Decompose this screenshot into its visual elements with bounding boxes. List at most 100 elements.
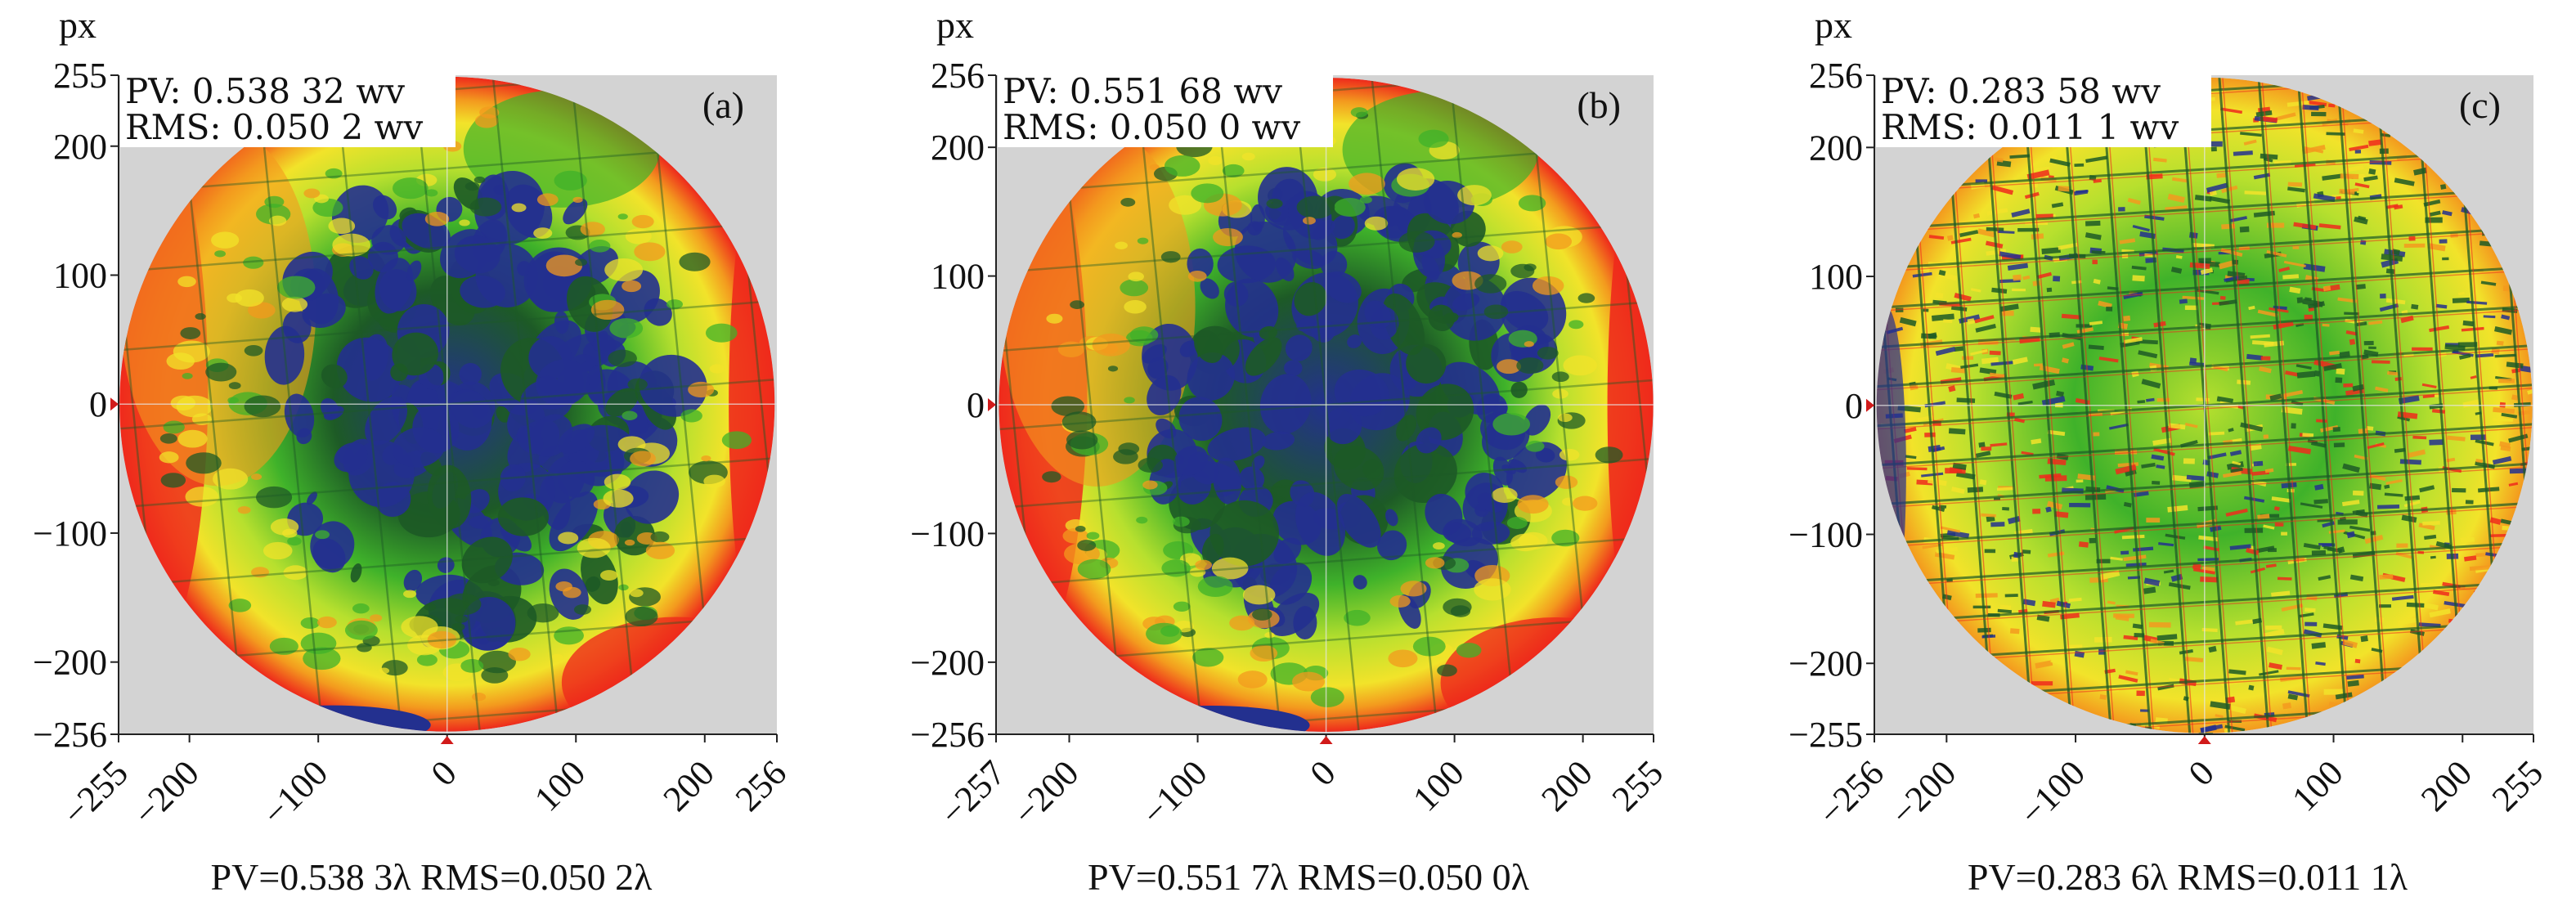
texture-streak (2165, 205, 2188, 211)
y-tick-label: −256 (910, 715, 985, 755)
speckle (1191, 183, 1224, 204)
speckle (352, 603, 370, 614)
texture-streak (1981, 357, 1999, 365)
speckle (630, 451, 656, 467)
texture-streak (2255, 110, 2273, 118)
texture-streak (2259, 366, 2272, 374)
texture-streak (2013, 392, 2025, 401)
speckle (159, 433, 177, 444)
speckle (1213, 227, 1243, 247)
texture-streak (2394, 447, 2406, 453)
speckle (315, 530, 330, 540)
texture-streak (2323, 688, 2344, 695)
texture-streak (2032, 379, 2056, 390)
speckle (244, 345, 263, 357)
texture-streak (2269, 393, 2282, 401)
texture-streak (2345, 330, 2358, 336)
texture-streak (2093, 278, 2101, 285)
blob (392, 427, 446, 468)
texture-streak (1906, 467, 1928, 471)
texture-streak (2489, 533, 2511, 537)
texture-streak (1984, 549, 1996, 554)
speckle (1237, 671, 1268, 688)
blob (1194, 330, 1223, 364)
blob (1251, 455, 1265, 470)
texture-streak (2163, 569, 2174, 574)
speckle (1568, 320, 1584, 330)
speckle (1492, 413, 1531, 436)
speckle (1070, 300, 1084, 309)
texture-streak (2093, 432, 2100, 437)
texture-streak (2380, 294, 2386, 298)
texture-streak (2219, 299, 2237, 306)
texture-streak (1932, 505, 1945, 513)
texture-streak (2076, 479, 2084, 483)
texture-streak (2152, 480, 2161, 485)
texture-streak (2435, 303, 2448, 309)
blob (1382, 293, 1425, 356)
texture-streak (2424, 534, 2437, 540)
texture-streak (2036, 614, 2050, 622)
y-tick-label: 256 (931, 56, 985, 96)
texture-streak (2457, 342, 2478, 348)
texture-streak (2183, 458, 2195, 464)
texture-streak (2251, 470, 2269, 476)
texture-streak (2354, 216, 2368, 225)
texture-streak (2246, 353, 2263, 361)
texture-streak (2341, 500, 2360, 507)
texture-streak (1959, 230, 1979, 238)
y-tick-label: 100 (1809, 257, 1863, 297)
blob (1201, 533, 1224, 565)
blob (517, 261, 532, 276)
texture-streak (2452, 487, 2466, 493)
texture-streak (2074, 163, 2085, 168)
texture-streak (2269, 662, 2282, 670)
speckle (554, 626, 584, 645)
speckle (1313, 167, 1337, 182)
texture-streak (2002, 506, 2009, 511)
texture-streak (2342, 639, 2358, 648)
texture-streak (1975, 323, 1996, 333)
speckle (1457, 185, 1492, 206)
texture-streak (2367, 442, 2385, 450)
texture-streak (2208, 645, 2217, 653)
texture-streak (2189, 357, 2197, 364)
blob (1156, 418, 1177, 439)
texture-streak (2379, 148, 2389, 155)
speckle (551, 653, 563, 662)
texture-streak (2287, 182, 2303, 187)
blob (1209, 500, 1280, 567)
texture-streak (2136, 690, 2145, 697)
texture-streak (2318, 542, 2334, 546)
texture-streak (2092, 259, 2098, 265)
texture-streak (2099, 694, 2107, 700)
speckle (630, 589, 644, 598)
texture-streak (2508, 433, 2529, 443)
info-pv: PV: 0.283 58 wv (1881, 71, 2161, 111)
texture-streak (2240, 132, 2262, 137)
texture-streak (2156, 634, 2178, 641)
texture-streak (2292, 246, 2300, 249)
blob (1506, 442, 1567, 501)
texture-streak (2106, 306, 2113, 312)
speckle (604, 473, 631, 491)
texture-streak (1972, 213, 1981, 219)
speckle (182, 372, 193, 379)
texture-streak (1977, 228, 1996, 238)
speckle (1483, 304, 1509, 320)
speckle (211, 231, 240, 249)
speckle (1046, 313, 1063, 324)
texture-streak (2157, 684, 2174, 691)
texture-streak (2167, 193, 2185, 204)
texture-streak (2442, 257, 2449, 261)
speckle (1169, 195, 1202, 215)
speckle (545, 254, 583, 277)
blob (1393, 442, 1457, 504)
speckle (1172, 516, 1190, 527)
speckle (558, 531, 579, 545)
panel-caption: PV=0.538 3λ RMS=0.050 2λ (211, 856, 653, 898)
texture-streak (2349, 525, 2371, 532)
texture-streak (2381, 132, 2391, 137)
blob (1269, 479, 1298, 505)
speckle (1136, 516, 1148, 524)
